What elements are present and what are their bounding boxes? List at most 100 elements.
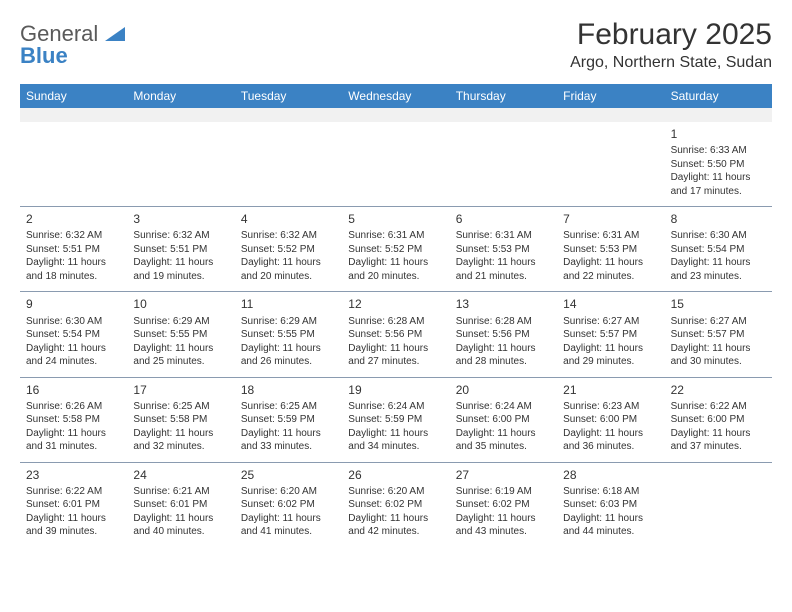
weekday-header-cell: Monday <box>127 84 234 108</box>
sunset-text: Sunset: 5:52 PM <box>241 243 336 257</box>
sunset-text: Sunset: 5:58 PM <box>26 413 121 427</box>
sunrise-text: Sunrise: 6:20 AM <box>241 485 336 499</box>
calendar-day-cell: 15Sunrise: 6:27 AMSunset: 5:57 PMDayligh… <box>665 292 772 376</box>
calendar-day-cell: 14Sunrise: 6:27 AMSunset: 5:57 PMDayligh… <box>557 292 664 376</box>
daylight-text: Daylight: 11 hours and 23 minutes. <box>671 256 766 283</box>
daylight-text: Daylight: 11 hours and 42 minutes. <box>348 512 443 539</box>
sunset-text: Sunset: 5:53 PM <box>456 243 551 257</box>
sunset-text: Sunset: 5:56 PM <box>456 328 551 342</box>
sunset-text: Sunset: 6:02 PM <box>241 498 336 512</box>
day-number: 18 <box>241 382 336 398</box>
sunset-text: Sunset: 6:00 PM <box>456 413 551 427</box>
sunset-text: Sunset: 5:54 PM <box>671 243 766 257</box>
sunset-text: Sunset: 6:02 PM <box>348 498 443 512</box>
weeks-container: 1Sunrise: 6:33 AMSunset: 5:50 PMDaylight… <box>20 122 772 547</box>
day-number: 26 <box>348 467 443 483</box>
daylight-text: Daylight: 11 hours and 36 minutes. <box>563 427 658 454</box>
calendar-day-cell: 21Sunrise: 6:23 AMSunset: 6:00 PMDayligh… <box>557 378 664 462</box>
day-number: 9 <box>26 296 121 312</box>
daylight-text: Daylight: 11 hours and 34 minutes. <box>348 427 443 454</box>
daylight-text: Daylight: 11 hours and 39 minutes. <box>26 512 121 539</box>
sunset-text: Sunset: 5:57 PM <box>671 328 766 342</box>
calendar-day-cell: 19Sunrise: 6:24 AMSunset: 5:59 PMDayligh… <box>342 378 449 462</box>
daylight-text: Daylight: 11 hours and 17 minutes. <box>671 171 766 198</box>
month-title: February 2025 <box>570 18 772 52</box>
spacer-row <box>20 108 772 122</box>
day-number: 4 <box>241 211 336 227</box>
sunrise-text: Sunrise: 6:20 AM <box>348 485 443 499</box>
calendar-day-cell: 13Sunrise: 6:28 AMSunset: 5:56 PMDayligh… <box>450 292 557 376</box>
day-number: 15 <box>671 296 766 312</box>
sunrise-text: Sunrise: 6:25 AM <box>241 400 336 414</box>
sunrise-text: Sunrise: 6:32 AM <box>133 229 228 243</box>
sunrise-text: Sunrise: 6:30 AM <box>26 315 121 329</box>
calendar-day-cell: 2Sunrise: 6:32 AMSunset: 5:51 PMDaylight… <box>20 207 127 291</box>
day-number: 1 <box>671 126 766 142</box>
logo: General Blue <box>20 24 125 68</box>
sunrise-text: Sunrise: 6:18 AM <box>563 485 658 499</box>
sunrise-text: Sunrise: 6:33 AM <box>671 144 766 158</box>
calendar-day-cell: 3Sunrise: 6:32 AMSunset: 5:51 PMDaylight… <box>127 207 234 291</box>
daylight-text: Daylight: 11 hours and 41 minutes. <box>241 512 336 539</box>
sunrise-text: Sunrise: 6:31 AM <box>563 229 658 243</box>
day-number: 3 <box>133 211 228 227</box>
daylight-text: Daylight: 11 hours and 20 minutes. <box>348 256 443 283</box>
sunrise-text: Sunrise: 6:29 AM <box>241 315 336 329</box>
sunrise-text: Sunrise: 6:22 AM <box>26 485 121 499</box>
sunrise-text: Sunrise: 6:31 AM <box>348 229 443 243</box>
daylight-text: Daylight: 11 hours and 40 minutes. <box>133 512 228 539</box>
weekday-header-cell: Thursday <box>450 84 557 108</box>
daylight-text: Daylight: 11 hours and 21 minutes. <box>456 256 551 283</box>
weekday-header-cell: Sunday <box>20 84 127 108</box>
calendar-week-row: 16Sunrise: 6:26 AMSunset: 5:58 PMDayligh… <box>20 377 772 462</box>
sunset-text: Sunset: 5:51 PM <box>26 243 121 257</box>
calendar-day-cell: 10Sunrise: 6:29 AMSunset: 5:55 PMDayligh… <box>127 292 234 376</box>
calendar-day-cell: 25Sunrise: 6:20 AMSunset: 6:02 PMDayligh… <box>235 463 342 547</box>
daylight-text: Daylight: 11 hours and 20 minutes. <box>241 256 336 283</box>
calendar-week-row: 1Sunrise: 6:33 AMSunset: 5:50 PMDaylight… <box>20 122 772 206</box>
calendar-day-cell: 9Sunrise: 6:30 AMSunset: 5:54 PMDaylight… <box>20 292 127 376</box>
sunset-text: Sunset: 5:56 PM <box>348 328 443 342</box>
day-number: 12 <box>348 296 443 312</box>
sunset-text: Sunset: 5:55 PM <box>241 328 336 342</box>
daylight-text: Daylight: 11 hours and 33 minutes. <box>241 427 336 454</box>
calendar-empty-cell <box>342 122 449 206</box>
day-number: 16 <box>26 382 121 398</box>
daylight-text: Daylight: 11 hours and 18 minutes. <box>26 256 121 283</box>
weekday-header-cell: Tuesday <box>235 84 342 108</box>
sunset-text: Sunset: 5:59 PM <box>348 413 443 427</box>
calendar-day-cell: 23Sunrise: 6:22 AMSunset: 6:01 PMDayligh… <box>20 463 127 547</box>
day-number: 8 <box>671 211 766 227</box>
day-number: 21 <box>563 382 658 398</box>
location-subtitle: Argo, Northern State, Sudan <box>570 54 772 72</box>
calendar-day-cell: 12Sunrise: 6:28 AMSunset: 5:56 PMDayligh… <box>342 292 449 376</box>
calendar-day-cell: 1Sunrise: 6:33 AMSunset: 5:50 PMDaylight… <box>665 122 772 206</box>
calendar-day-cell: 26 Sunrise: 6:20 AMSunset: 6:02 PMDayligh… <box>342 463 449 547</box>
sunset-text: Sunset: 6:00 PM <box>563 413 658 427</box>
daylight-text: Daylight: 11 hours and 19 minutes. <box>133 256 228 283</box>
weekday-header-row: SundayMondayTuesdayWednesdayThursdayFrid… <box>20 84 772 108</box>
sunset-text: Sunset: 5:59 PM <box>241 413 336 427</box>
daylight-text: Daylight: 11 hours and 22 minutes. <box>563 256 658 283</box>
day-number: 24 <box>133 467 228 483</box>
calendar-day-cell: 28Sunrise: 6:18 AMSunset: 6:03 PMDayligh… <box>557 463 664 547</box>
calendar-day-cell: 6Sunrise: 6:31 AMSunset: 5:53 PMDaylight… <box>450 207 557 291</box>
weekday-header-cell: Friday <box>557 84 664 108</box>
daylight-text: Daylight: 11 hours and 35 minutes. <box>456 427 551 454</box>
daylight-text: Daylight: 11 hours and 26 minutes. <box>241 342 336 369</box>
sunrise-text: Sunrise: 6:24 AM <box>456 400 551 414</box>
day-number: 22 <box>671 382 766 398</box>
calendar-empty-cell <box>20 122 127 206</box>
day-number: 17 <box>133 382 228 398</box>
day-number: 11 <box>241 296 336 312</box>
sunrise-text: Sunrise: 6:22 AM <box>671 400 766 414</box>
calendar-day-cell: 20Sunrise: 6:24 AMSunset: 6:00 PMDayligh… <box>450 378 557 462</box>
day-number: 28 <box>563 467 658 483</box>
calendar-day-cell: 27Sunrise: 6:19 AMSunset: 6:02 PMDayligh… <box>450 463 557 547</box>
sunset-text: Sunset: 6:01 PM <box>133 498 228 512</box>
day-number: 23 <box>26 467 121 483</box>
sunrise-text: Sunrise: 6:31 AM <box>456 229 551 243</box>
page-header: General Blue February 2025 Argo, Norther… <box>20 18 772 72</box>
daylight-text: Daylight: 11 hours and 28 minutes. <box>456 342 551 369</box>
day-number: 5 <box>348 211 443 227</box>
